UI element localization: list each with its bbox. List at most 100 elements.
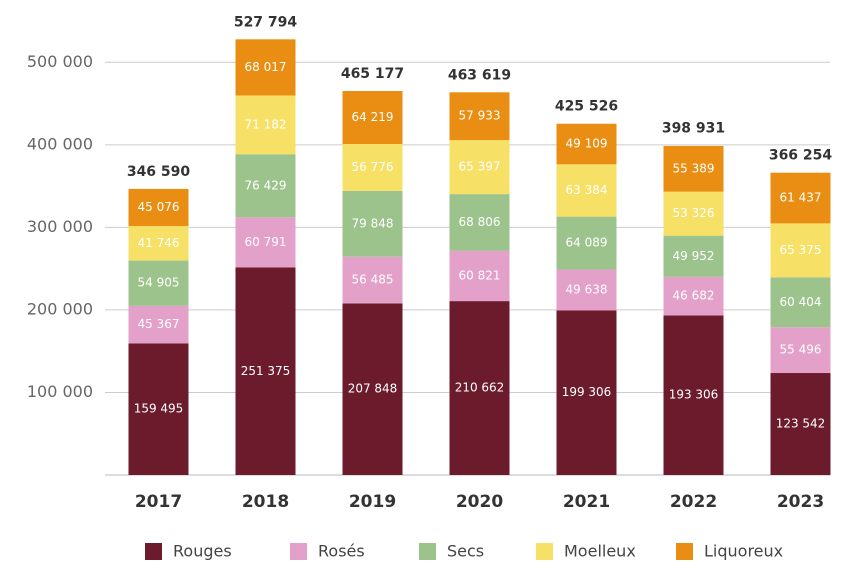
legend-label: Liquoreux xyxy=(704,542,783,561)
data-label: 61 437 xyxy=(780,191,822,205)
legend-swatch xyxy=(419,543,436,560)
total-label: 346 590 xyxy=(127,164,191,180)
data-label: 55 496 xyxy=(780,343,822,357)
y-tick-label: 100 000 xyxy=(27,382,93,401)
bar-segment xyxy=(342,190,403,257)
total-label: 425 526 xyxy=(555,99,618,115)
y-tick-label: 200 000 xyxy=(27,299,93,318)
bar-segment xyxy=(235,95,296,155)
legend-swatch xyxy=(290,543,307,560)
bar-segment xyxy=(770,172,831,224)
data-label: 64 089 xyxy=(566,236,608,250)
data-label: 251 375 xyxy=(241,364,291,378)
bar-segment xyxy=(128,305,189,344)
bar-segment xyxy=(770,327,831,374)
bar-segment xyxy=(663,276,724,316)
total-label: 463 619 xyxy=(448,67,511,83)
bar-segment xyxy=(663,235,724,277)
bar-segment xyxy=(128,226,189,261)
x-tick-label: 2018 xyxy=(242,492,289,512)
bar-segment xyxy=(235,154,296,218)
data-label: 63 384 xyxy=(566,183,608,197)
x-tick-label: 2021 xyxy=(563,492,610,512)
data-label: 79 848 xyxy=(352,216,394,230)
bar-segment xyxy=(449,301,510,475)
data-label: 207 848 xyxy=(348,382,398,396)
bar-segment xyxy=(449,250,510,302)
data-label: 193 306 xyxy=(669,388,719,402)
x-tick-label: 2017 xyxy=(135,492,182,512)
data-label: 53 326 xyxy=(673,206,715,220)
bar-segment xyxy=(556,164,617,217)
legend-swatch xyxy=(145,543,162,560)
bar-segment xyxy=(449,92,510,141)
bar-segment xyxy=(342,256,403,304)
data-label: 49 638 xyxy=(566,282,608,296)
data-label: 45 076 xyxy=(138,200,180,214)
bar-segment xyxy=(235,217,296,268)
x-tick-label: 2019 xyxy=(349,492,396,512)
data-label: 41 746 xyxy=(138,236,180,250)
total-label: 527 794 xyxy=(234,14,298,30)
data-label: 68 806 xyxy=(459,215,501,229)
data-label: 159 495 xyxy=(134,402,184,416)
bar-segment xyxy=(663,145,724,192)
bar-segment xyxy=(235,267,296,475)
data-label: 56 485 xyxy=(352,273,394,287)
data-label: 57 933 xyxy=(459,109,501,123)
data-label: 54 905 xyxy=(138,276,180,290)
legend-label: Rouges xyxy=(173,542,232,561)
data-label: 123 542 xyxy=(776,417,826,431)
legend-swatch xyxy=(536,543,553,560)
data-label: 71 182 xyxy=(245,117,287,131)
y-tick-label: 400 000 xyxy=(27,134,93,153)
bar-segment xyxy=(449,194,510,251)
legend-swatch xyxy=(676,543,693,560)
bar-segment xyxy=(128,260,189,306)
bar-segment xyxy=(342,303,403,475)
y-tick-label: 500 000 xyxy=(27,52,93,71)
bar-segment xyxy=(556,269,617,311)
bar-segment xyxy=(770,277,831,328)
data-label: 46 682 xyxy=(673,289,715,303)
bar-segment xyxy=(556,310,617,475)
data-label: 60 791 xyxy=(245,235,287,249)
bar-segment xyxy=(342,144,403,191)
total-label: 398 931 xyxy=(662,121,725,137)
bar-segment xyxy=(556,123,617,165)
bar-segment xyxy=(556,216,617,270)
data-label: 49 109 xyxy=(566,137,608,151)
bar-segment xyxy=(770,373,831,475)
legend-label: Rosés xyxy=(318,542,365,561)
x-tick-label: 2020 xyxy=(456,492,503,512)
data-label: 65 375 xyxy=(780,243,822,257)
data-label: 60 404 xyxy=(780,295,822,309)
data-label: 49 952 xyxy=(673,249,715,263)
bar-segment xyxy=(770,223,831,278)
bar-segment xyxy=(128,343,189,475)
data-label: 76 429 xyxy=(245,178,287,192)
x-tick-label: 2022 xyxy=(670,492,717,512)
legend-label: Moelleux xyxy=(564,542,636,561)
data-label: 55 389 xyxy=(673,161,715,175)
data-label: 56 776 xyxy=(352,160,394,174)
x-tick-label: 2023 xyxy=(777,492,824,512)
bar-segment xyxy=(235,39,296,96)
bar-segment xyxy=(663,191,724,236)
total-label: 465 177 xyxy=(341,66,404,82)
data-label: 210 662 xyxy=(455,381,505,395)
bar-segment xyxy=(128,188,189,227)
legend-label: Secs xyxy=(447,542,484,561)
bar-segment xyxy=(342,91,403,145)
data-label: 65 397 xyxy=(459,160,501,174)
data-label: 68 017 xyxy=(245,60,287,74)
data-label: 199 306 xyxy=(562,385,612,399)
data-label: 64 219 xyxy=(352,110,394,124)
total-label: 366 254 xyxy=(769,148,833,164)
data-label: 45 367 xyxy=(138,317,180,331)
data-label: 60 821 xyxy=(459,269,501,283)
bar-segment xyxy=(663,315,724,475)
bar-segment xyxy=(449,140,510,195)
y-tick-label: 300 000 xyxy=(27,217,93,236)
